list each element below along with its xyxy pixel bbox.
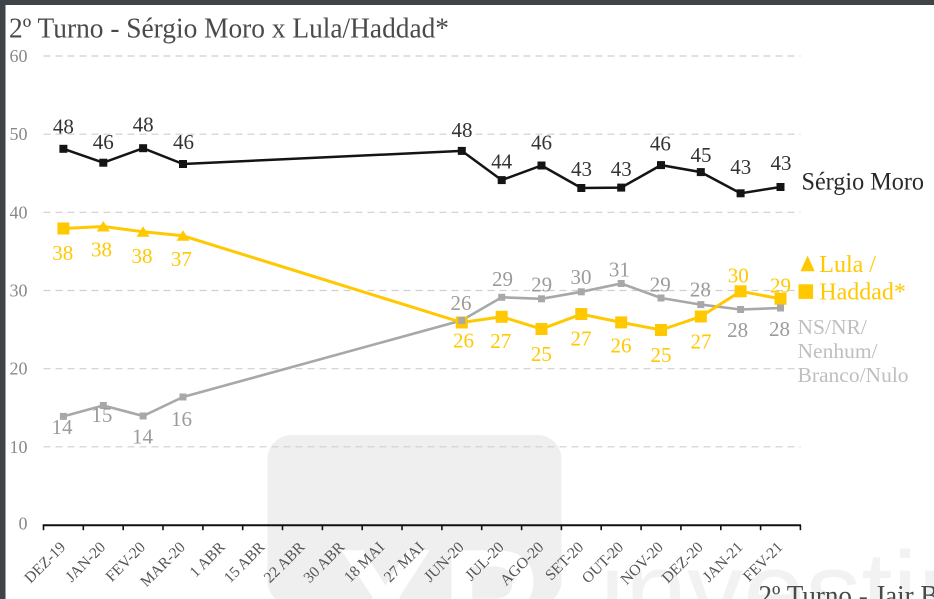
- svg-text:25: 25: [531, 342, 552, 366]
- svg-text:40: 40: [10, 202, 28, 222]
- svg-text:Lula /: Lula /: [819, 252, 876, 278]
- svg-text:48: 48: [53, 115, 74, 139]
- svg-text:50: 50: [10, 124, 28, 144]
- svg-text:43: 43: [730, 155, 751, 179]
- svg-text:30: 30: [571, 265, 592, 289]
- svg-text:38: 38: [52, 241, 73, 265]
- svg-text:XP: XP: [337, 519, 546, 599]
- svg-text:48: 48: [133, 113, 154, 137]
- svg-text:27: 27: [691, 330, 712, 354]
- svg-text:37: 37: [171, 247, 192, 271]
- svg-text:28: 28: [769, 317, 790, 341]
- svg-text:2º Turno - Sérgio Moro x Lula/: 2º Turno - Sérgio Moro x Lula/Haddad*: [9, 13, 449, 45]
- svg-text:46: 46: [173, 130, 194, 154]
- svg-text:2º Turno - Jair B: 2º Turno - Jair B: [759, 580, 934, 599]
- svg-text:28: 28: [690, 278, 711, 302]
- svg-text:0: 0: [19, 514, 28, 534]
- svg-text:26: 26: [611, 334, 632, 358]
- svg-text:43: 43: [611, 157, 632, 181]
- svg-text:30: 30: [728, 264, 749, 288]
- svg-text:46: 46: [531, 131, 552, 155]
- svg-text:43: 43: [771, 151, 792, 175]
- svg-text:45: 45: [691, 143, 712, 167]
- svg-text:46: 46: [650, 132, 671, 156]
- svg-text:10: 10: [10, 437, 28, 457]
- svg-text:43: 43: [571, 157, 592, 181]
- svg-text:27: 27: [571, 327, 592, 351]
- svg-text:29: 29: [492, 267, 513, 291]
- svg-text:38: 38: [91, 237, 112, 261]
- svg-text:28: 28: [727, 318, 748, 342]
- svg-text:31: 31: [609, 258, 630, 282]
- svg-text:14: 14: [132, 425, 154, 449]
- svg-text:46: 46: [93, 130, 114, 154]
- svg-text:16: 16: [171, 407, 192, 431]
- svg-text:48: 48: [452, 118, 473, 142]
- svg-text:20: 20: [10, 359, 28, 379]
- svg-text:60: 60: [10, 46, 28, 66]
- svg-text:29: 29: [650, 273, 671, 297]
- svg-text:26: 26: [453, 329, 474, 353]
- svg-text:26: 26: [451, 291, 472, 315]
- svg-text:29: 29: [770, 274, 791, 298]
- svg-text:investimentos: investimentos: [600, 529, 934, 599]
- svg-text:15: 15: [91, 403, 112, 427]
- svg-text:44: 44: [491, 149, 513, 173]
- svg-text:29: 29: [531, 273, 552, 297]
- svg-text:NS/NR/: NS/NR/: [798, 315, 867, 339]
- svg-text:27: 27: [490, 329, 511, 353]
- svg-text:38: 38: [132, 244, 153, 268]
- svg-text:14: 14: [52, 415, 74, 439]
- svg-text:Sérgio Moro: Sérgio Moro: [802, 169, 925, 196]
- svg-text:25: 25: [651, 343, 672, 367]
- svg-text:Haddad*: Haddad*: [819, 280, 906, 306]
- svg-text:30: 30: [10, 281, 28, 301]
- svg-text:Branco/Nulo: Branco/Nulo: [798, 363, 909, 387]
- svg-text:Nenhum/: Nenhum/: [798, 339, 878, 363]
